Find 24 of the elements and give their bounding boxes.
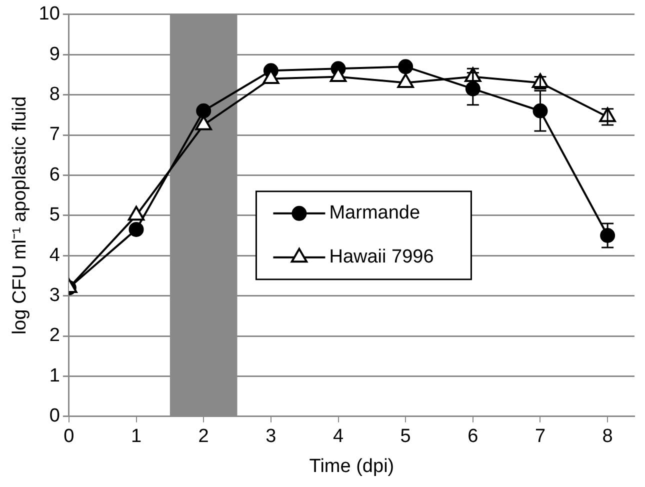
x-tick-label: 5 <box>400 426 411 448</box>
legend-label: Hawaii 7996 <box>329 246 434 268</box>
x-tick-label: 4 <box>332 426 344 448</box>
x-tick-label: 8 <box>602 426 613 448</box>
y-tick-label: 10 <box>38 4 60 25</box>
y-tick-label: 3 <box>49 285 60 306</box>
y-tick-label: 5 <box>49 204 60 226</box>
y-tick-label: 1 <box>49 365 60 386</box>
y-tick-label: 2 <box>49 325 60 346</box>
y-axis-title: log CFU ml⁻¹ apoplastic fluid <box>10 96 31 335</box>
legend-label: Marmande <box>329 202 420 224</box>
y-tick-label: 6 <box>49 164 60 186</box>
x-tick-label: 6 <box>468 426 478 448</box>
y-tick-label: 4 <box>49 244 60 266</box>
x-axis-title: Time (dpi) <box>309 456 394 477</box>
y-tick-label: 8 <box>49 84 60 106</box>
x-tick-label: 7 <box>534 426 546 448</box>
x-tick-label: 2 <box>198 426 209 448</box>
x-tick-label: 0 <box>64 426 74 448</box>
y-tick-label: 9 <box>49 44 60 65</box>
y-tick-label: 0 <box>49 406 60 427</box>
x-tick-label: 1 <box>130 426 142 448</box>
x-tick-label: 3 <box>266 426 276 448</box>
y-tick-label: 7 <box>49 124 60 146</box>
